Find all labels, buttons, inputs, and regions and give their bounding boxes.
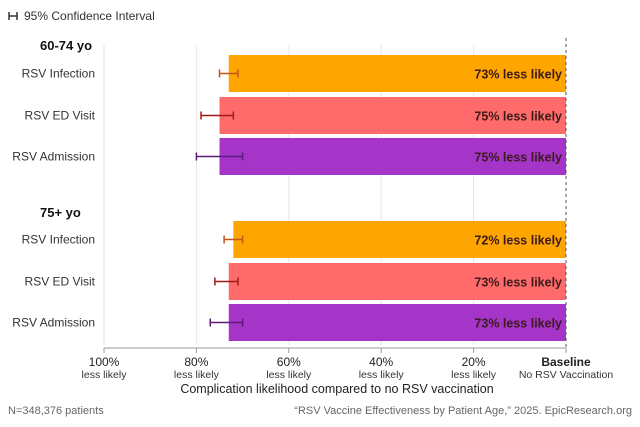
x-tick-sublabel: less likely <box>82 369 128 381</box>
bar-value-label: 75% less likely <box>474 110 562 124</box>
legend: 95% Confidence Interval <box>8 8 155 24</box>
x-tick-sublabel: less likely <box>451 369 497 381</box>
footer-note: N=348,376 patients <box>8 405 104 417</box>
footer-source: “RSV Vaccine Effectiveness by Patient Ag… <box>294 405 632 417</box>
category-label: RSV Infection <box>22 67 95 81</box>
bar <box>219 138 566 175</box>
x-tick-label: 100% <box>89 355 120 369</box>
bar <box>228 304 567 341</box>
category-label: RSV Admission <box>12 316 95 330</box>
category-label: RSV Admission <box>12 150 95 164</box>
category-label: RSV ED Visit <box>25 109 96 123</box>
x-tick-sublabel: No RSV Vaccination <box>519 369 614 381</box>
x-tick-label: 40% <box>369 355 393 369</box>
bar <box>219 97 566 134</box>
x-tick-sublabel: less likely <box>266 369 312 381</box>
confidence-interval-icon <box>8 12 18 20</box>
legend-label: 95% Confidence Interval <box>24 9 155 23</box>
x-tick-label: 60% <box>277 355 301 369</box>
x-tick-sublabel: less likely <box>174 369 220 381</box>
group-title: 60-74 yo <box>40 38 92 53</box>
bar <box>228 263 567 300</box>
x-tick-label: 20% <box>462 355 486 369</box>
bar <box>233 221 567 258</box>
x-tick-label: Baseline <box>541 355 591 369</box>
bar-value-label: 73% less likely <box>474 276 562 290</box>
category-label: RSV Infection <box>22 233 95 247</box>
bar-value-label: 73% less likely <box>474 68 562 82</box>
group-title: 75+ yo <box>40 205 81 220</box>
bar-value-label: 73% less likely <box>474 317 562 331</box>
category-label: RSV ED Visit <box>25 275 96 289</box>
chart: 60-74 yo RSV Infection 73% less likely RSV … <box>12 38 614 396</box>
bar-value-label: 75% less likely <box>474 151 562 165</box>
x-tick-label: 80% <box>184 355 208 369</box>
bar-value-label: 72% less likely <box>474 234 562 248</box>
x-tick-sublabel: less likely <box>359 369 405 381</box>
bar <box>228 55 567 92</box>
x-axis-title: Complication likelihood compared to no R… <box>180 382 493 396</box>
